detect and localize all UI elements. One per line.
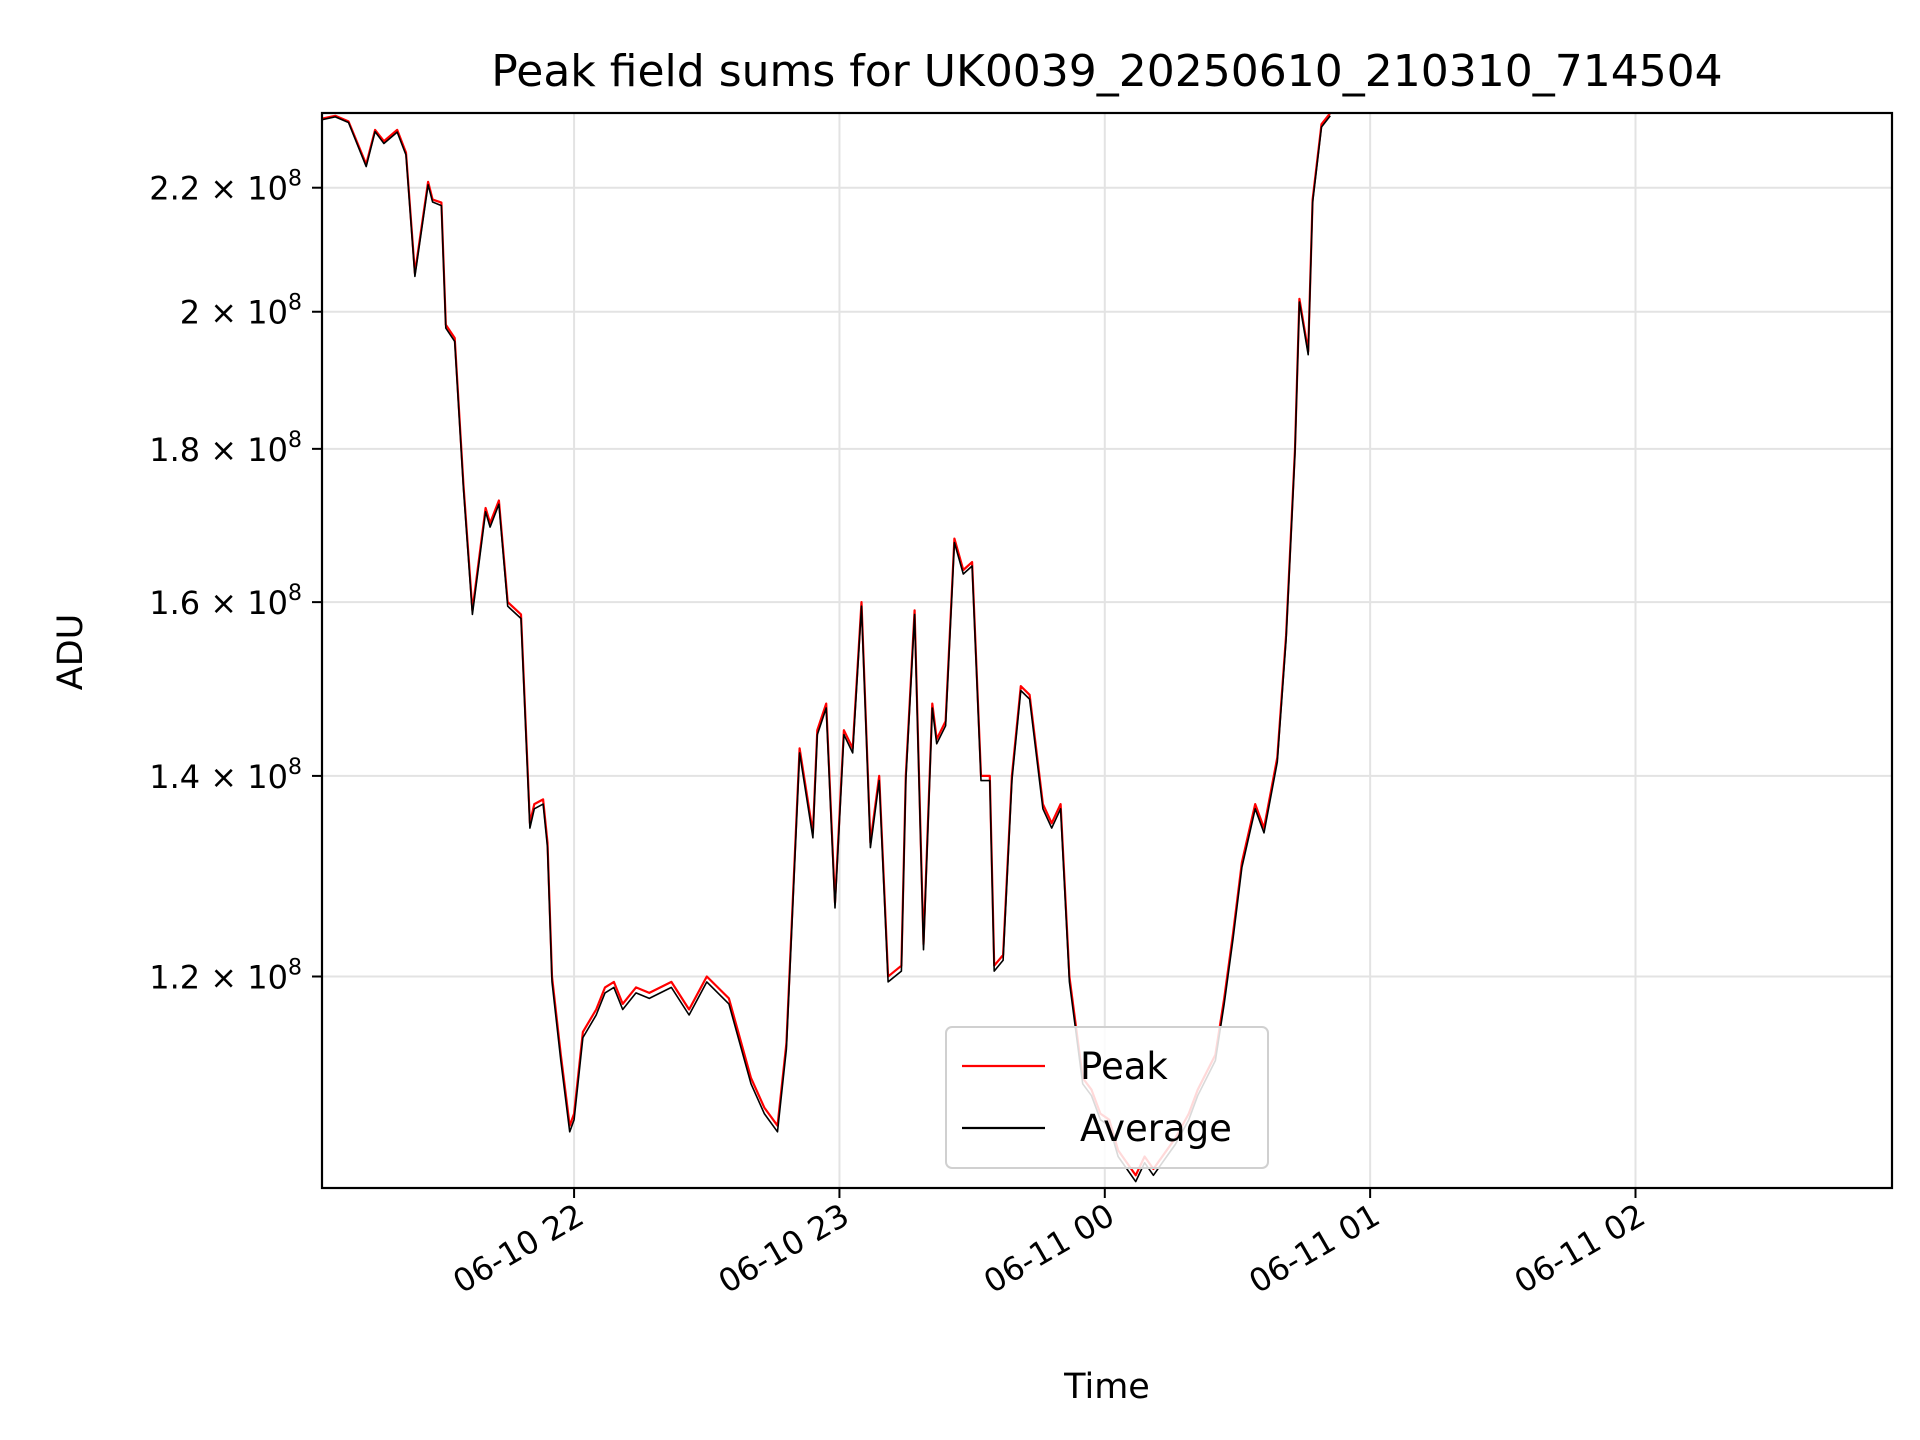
y-axis: 1.2 × 108 1.4 × 108 1.6 × 108 1.8 × 108 2 × …: [149, 167, 322, 997]
y-tick-label: 2 × 108: [180, 291, 302, 332]
y-tick-label: 1.6 × 108: [149, 581, 302, 622]
series-line-average: [322, 115, 1331, 1183]
x-tick-label: 06-11 01: [1243, 1196, 1387, 1301]
x-tick-label: 06-10 23: [712, 1196, 856, 1301]
x-tick-label: 06-10 22: [446, 1196, 590, 1301]
series-line-peak: [322, 113, 1332, 1177]
chart-title: Peak field sums for UK0039_20250610_2103…: [491, 46, 1722, 97]
gridlines: [322, 113, 1892, 1188]
y-tick-label: 1.8 × 108: [149, 428, 302, 469]
legend-label-peak: Peak: [1080, 1045, 1168, 1088]
series-layer: [322, 113, 1332, 1183]
y-tick-label: 1.2 × 108: [149, 956, 302, 997]
y-tick-label: 2.2 × 108: [149, 167, 302, 208]
legend-box: [945, 1026, 1269, 1169]
x-tick-label: 06-11 02: [1508, 1196, 1652, 1301]
x-axis: 06-10 22 06-10 23 06-11 00 06-11 01 06-11 02: [446, 1188, 1651, 1301]
y-tick-label: 1.4 × 108: [149, 755, 302, 796]
x-axis-title: Time: [1063, 1367, 1150, 1407]
legend-label-average: Average: [1080, 1107, 1232, 1150]
y-axis-title: ADU: [51, 614, 91, 691]
x-tick-label: 06-11 00: [977, 1196, 1121, 1301]
legend: Peak Average: [945, 1026, 1269, 1169]
plot-frame: [320, 111, 1894, 1190]
